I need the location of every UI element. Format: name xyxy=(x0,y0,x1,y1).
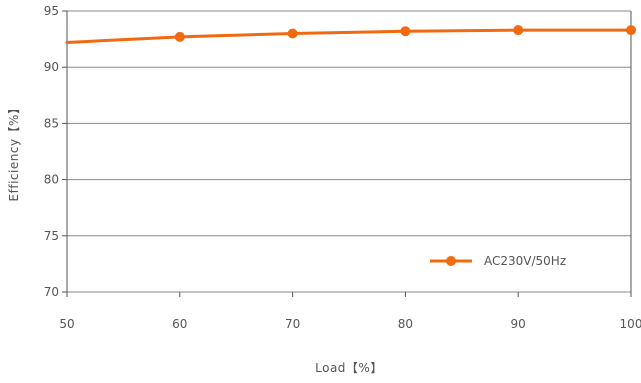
series-layer xyxy=(65,25,636,44)
y-tick-label: 90 xyxy=(44,60,59,74)
x-tick-label: 60 xyxy=(172,317,187,331)
x-axis-label: Load【%】 xyxy=(315,361,383,375)
x-tick-label: 100 xyxy=(620,317,641,331)
legend-marker xyxy=(446,256,456,266)
x-tick-labels: 50 60 70 80 90 100 xyxy=(59,317,641,331)
x-tick-label: 80 xyxy=(398,317,413,331)
x-tick-label: 70 xyxy=(285,317,300,331)
data-point xyxy=(400,26,411,37)
series-line xyxy=(65,28,633,44)
y-tick-label: 80 xyxy=(44,173,59,187)
y-tick-label: 95 xyxy=(44,4,59,18)
data-point xyxy=(174,31,185,42)
legend-label: AC230V/50Hz xyxy=(484,254,566,268)
y-tick-label: 70 xyxy=(44,285,59,299)
legend: AC230V/50Hz xyxy=(430,254,566,268)
y-axis-label: Efficiency【%】 xyxy=(7,102,21,202)
data-point xyxy=(626,25,636,36)
x-tick-label: 90 xyxy=(511,317,526,331)
y-tick-labels: 70 75 80 85 90 95 xyxy=(44,4,59,299)
axes xyxy=(62,10,632,297)
grid-lines xyxy=(67,10,631,293)
data-point xyxy=(513,25,524,36)
y-tick-label: 85 xyxy=(44,116,59,130)
x-tick-label: 50 xyxy=(59,317,74,331)
data-point xyxy=(287,28,298,39)
y-tick-label: 75 xyxy=(44,229,59,243)
